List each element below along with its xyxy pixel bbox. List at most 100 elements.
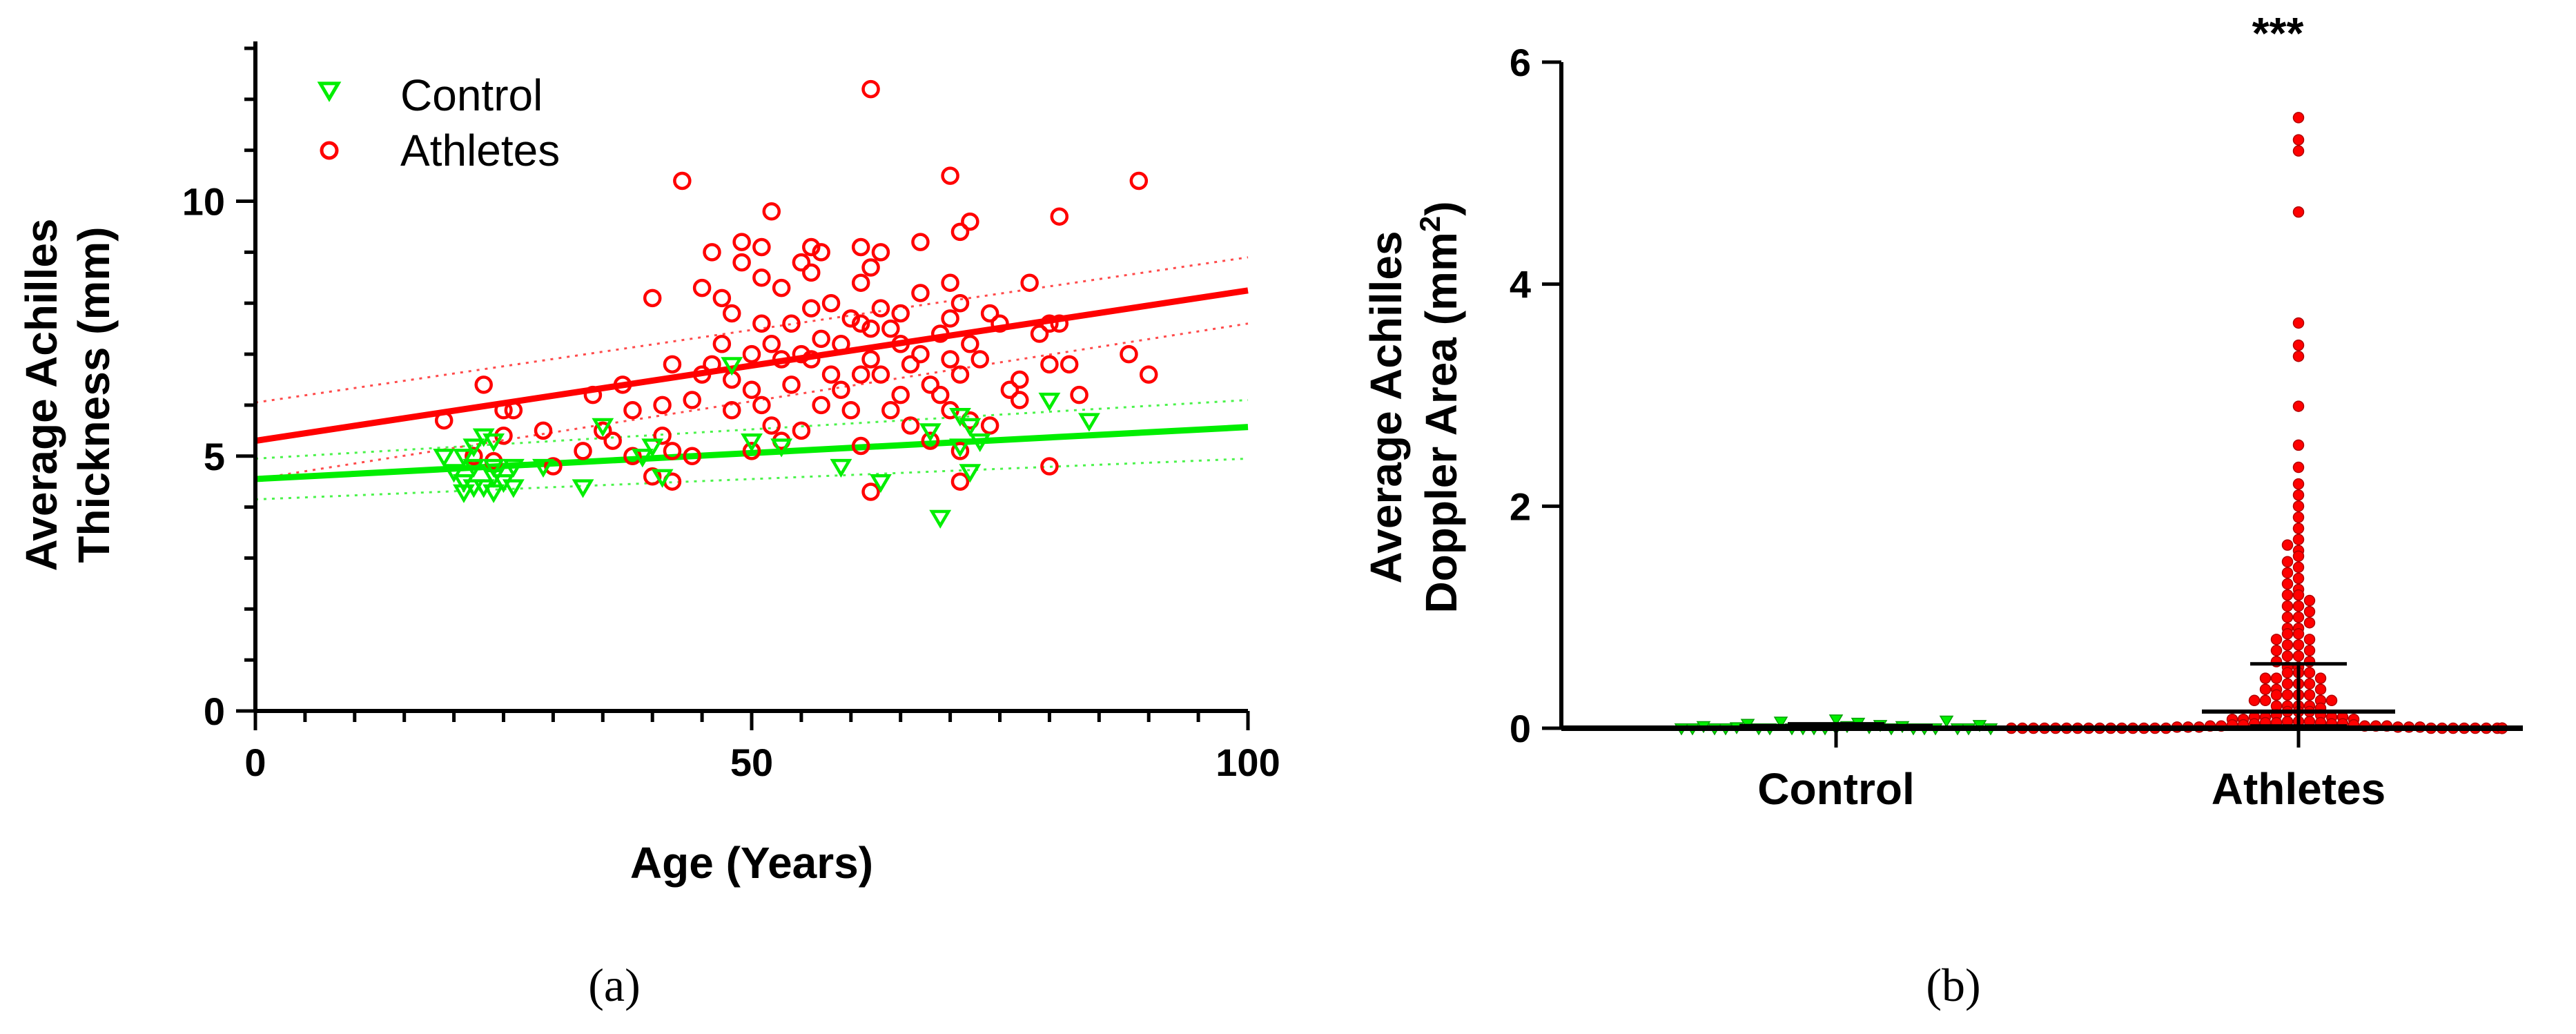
data-point-athletes xyxy=(2281,600,2294,612)
data-point-athletes xyxy=(2292,400,2305,412)
data-point-control xyxy=(453,449,475,468)
data-point-athletes xyxy=(930,385,950,404)
data-point-athletes xyxy=(911,284,930,302)
data-point-athletes xyxy=(2314,683,2327,695)
data-point-athletes xyxy=(2325,694,2338,707)
data-point-control xyxy=(453,484,475,503)
data-point-control xyxy=(532,458,554,478)
data-point-athletes xyxy=(742,344,761,364)
data-point-athletes xyxy=(703,355,721,374)
data-point-athletes xyxy=(802,237,821,257)
data-point-control xyxy=(741,433,763,453)
y-tick-label: 5 xyxy=(204,435,225,478)
scatter-points xyxy=(433,79,1158,529)
data-point-athletes xyxy=(851,273,870,292)
data-point-athletes xyxy=(494,401,513,420)
y-tick-label: 6 xyxy=(1510,41,1531,84)
regression-line-athletes xyxy=(255,287,1249,445)
data-point-control xyxy=(482,433,505,453)
data-point-athletes xyxy=(851,365,870,384)
data-point-athletes xyxy=(832,335,850,353)
data-point-athletes xyxy=(2292,478,2305,490)
data-point-athletes xyxy=(802,350,821,369)
y-axis-title-line-2: Doppler Area (mm2) xyxy=(1414,201,1466,613)
panel-label-b: (b) xyxy=(1926,959,1980,1011)
data-point-athletes xyxy=(603,431,622,450)
data-point-athletes xyxy=(2292,600,2305,612)
data-point-athletes xyxy=(752,314,771,333)
y-axis-title-close: ) xyxy=(1416,201,1466,215)
data-point-athletes xyxy=(1120,344,1138,364)
data-point-athletes xyxy=(1040,355,1059,374)
data-point-athletes xyxy=(722,401,741,420)
data-point-athletes xyxy=(534,421,553,440)
data-point-athletes xyxy=(692,278,712,297)
data-point-control xyxy=(770,438,793,458)
data-point-control xyxy=(929,509,952,529)
tick-labels: 0 2 4 6 Control Athletes xyxy=(1510,41,2385,814)
data-point-control xyxy=(651,469,674,488)
data-point-athletes xyxy=(2303,605,2316,618)
data-point-athletes xyxy=(2292,339,2305,351)
data-point-athletes xyxy=(782,314,801,333)
data-point-athletes xyxy=(2303,678,2316,690)
data-point-athletes xyxy=(732,253,751,272)
regression-line-control xyxy=(255,424,1249,482)
data-point-athletes xyxy=(742,442,761,460)
data-point-athletes xyxy=(812,329,830,349)
data-point-athletes xyxy=(792,421,811,440)
data-point-athletes xyxy=(2281,567,2294,579)
data-point-control xyxy=(641,438,664,458)
y-axis-title-line-1: Average Achilles xyxy=(1361,231,1411,583)
y-tick-label: 0 xyxy=(204,690,225,733)
data-point-athletes xyxy=(623,401,642,420)
y-tick-label: 4 xyxy=(1510,263,1531,306)
data-point-control xyxy=(959,464,982,483)
y-axis-title-line-2: Thickness (mm) xyxy=(69,226,119,563)
data-point-athletes xyxy=(941,273,959,292)
data-point-athletes xyxy=(861,319,880,338)
data-point-athletes xyxy=(752,396,771,415)
data-point-athletes xyxy=(812,396,830,415)
data-point-control xyxy=(462,458,485,478)
legend-marker-control xyxy=(317,81,342,102)
ci-line-athletes-0 xyxy=(255,322,1249,480)
data-point-athletes xyxy=(544,457,563,476)
data-point-athletes xyxy=(742,380,761,400)
data-point-athletes xyxy=(950,472,970,491)
data-point-athletes xyxy=(2281,578,2294,590)
data-point-athletes xyxy=(2292,112,2305,124)
y-tick-label: 10 xyxy=(182,180,225,224)
data-point-athletes xyxy=(2292,350,2305,362)
data-point-control xyxy=(502,458,525,478)
legend-label-control: Control xyxy=(400,70,543,120)
x-category-label: Control xyxy=(1757,764,1915,814)
data-point-athletes xyxy=(2270,672,2283,684)
data-point-athletes xyxy=(1060,355,1079,374)
data-point-athletes xyxy=(504,401,523,420)
data-point-control xyxy=(433,449,456,468)
data-point-athletes xyxy=(2292,461,2305,474)
data-point-athletes xyxy=(2292,572,2305,585)
data-point-athletes xyxy=(921,431,940,450)
axes xyxy=(236,41,1250,730)
data-point-athletes xyxy=(772,278,791,297)
data-point-athletes xyxy=(950,293,970,313)
significance-marker: *** xyxy=(2252,8,2304,58)
data-point-athletes xyxy=(692,365,712,384)
data-point-athletes xyxy=(1050,314,1069,333)
data-point-athletes xyxy=(2281,556,2294,567)
data-point-athletes xyxy=(762,416,781,435)
data-point-athletes xyxy=(2281,678,2294,690)
data-point-control xyxy=(968,433,991,453)
data-point-athletes xyxy=(2292,206,2305,218)
data-point-athletes xyxy=(722,304,741,323)
data-point-athletes xyxy=(2292,534,2305,545)
data-point-athletes xyxy=(762,202,781,221)
data-point-control xyxy=(572,479,594,498)
data-point-athletes xyxy=(465,447,483,466)
y-axis-title-main: Doppler Area (mm xyxy=(1416,232,1466,613)
x-axis-title: Age (Years) xyxy=(630,838,873,888)
dot-plot-points xyxy=(1674,112,2508,736)
data-point-athletes xyxy=(891,385,910,404)
